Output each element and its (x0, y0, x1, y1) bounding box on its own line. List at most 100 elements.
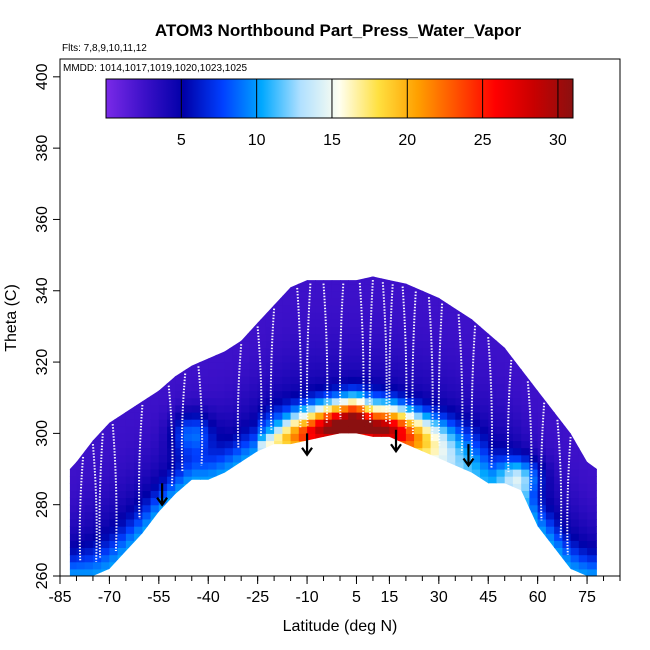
heatmap-cell (463, 362, 473, 370)
heatmap-cell (290, 340, 300, 349)
heatmap-cell (150, 490, 160, 499)
heatmap-cell (175, 412, 185, 420)
heatmap-cell (405, 540, 415, 548)
heatmap-cell (241, 376, 250, 384)
heatmap-cell (282, 362, 292, 370)
heatmap-cell (512, 369, 522, 377)
heatmap-cell (265, 447, 275, 456)
heatmap-cell (348, 290, 357, 299)
heatmap-cell (381, 433, 390, 442)
heatmap-cell (372, 433, 382, 442)
heatmap-cell (216, 440, 226, 449)
heatmap-cell (298, 469, 308, 477)
heatmap-cell (60, 355, 69, 363)
heatmap-cell (257, 440, 267, 449)
heatmap-cell (298, 497, 308, 506)
heatmap-cell (150, 319, 160, 327)
heatmap-cell (438, 568, 448, 576)
heatmap-cell (257, 426, 267, 434)
heatmap-cell (595, 511, 597, 520)
heatmap-cell (76, 347, 86, 356)
heatmap-cell (224, 454, 234, 463)
heatmap-cell (414, 404, 423, 413)
heatmap-cell (92, 297, 102, 306)
heatmap-cell (224, 297, 234, 306)
heatmap-cell (249, 362, 259, 370)
flight-tracks (78, 280, 572, 562)
heatmap-cell (323, 526, 333, 534)
heatmap-cell (232, 426, 242, 434)
heatmap-cell (430, 362, 440, 370)
heatmap-cell (307, 312, 316, 320)
heatmap-cell (331, 390, 341, 399)
heatmap-cell (76, 533, 86, 541)
heatmap-cell (125, 347, 135, 356)
heatmap-cell (612, 441, 621, 449)
heatmap-cell (158, 347, 168, 356)
heatmap-cell (521, 276, 530, 285)
heatmap-cell (183, 554, 193, 563)
heatmap-cell (496, 433, 506, 442)
heatmap-cell (562, 540, 572, 548)
heatmap-cell (274, 319, 283, 327)
heatmap-cell (570, 461, 580, 470)
heatmap-cell (150, 526, 160, 534)
heatmap-cell (150, 347, 160, 356)
heatmap-cell (578, 497, 588, 506)
heatmap-cell (537, 312, 547, 320)
heatmap-cell (455, 454, 465, 463)
heatmap-cell (315, 354, 325, 363)
heatmap-cell (504, 504, 514, 513)
heatmap-cell (224, 276, 234, 278)
heatmap-cell (117, 483, 127, 491)
heatmap-cell (191, 540, 201, 548)
heatmap-cell (389, 333, 399, 342)
heatmap-cell (537, 540, 547, 548)
heatmap-cell (216, 369, 226, 377)
heatmap-cell (595, 469, 597, 477)
heatmap-cell (562, 340, 572, 349)
heatmap-cell (612, 298, 621, 306)
heatmap-cell (496, 547, 506, 556)
heatmap-cell (84, 504, 94, 513)
heatmap-cell (232, 276, 242, 278)
heatmap-cell (604, 426, 613, 434)
heatmap-cell (158, 333, 168, 342)
heatmap-cell (438, 290, 448, 299)
flight-track (138, 404, 144, 520)
heatmap-cell (216, 397, 226, 406)
heatmap-cell (504, 547, 514, 556)
heatmap-cell (249, 504, 259, 513)
heatmap-cell (134, 419, 143, 427)
heatmap-cell (117, 440, 127, 449)
heatmap-cell (331, 504, 341, 513)
heatmap-cell (587, 469, 596, 477)
heatmap-cell (69, 554, 77, 563)
heatmap-cell (191, 419, 201, 427)
heatmap-cell (364, 554, 374, 563)
heatmap-cell (504, 354, 514, 363)
heatmap-cell (241, 568, 250, 576)
flight-track (296, 287, 302, 429)
heatmap-cell (109, 554, 119, 563)
heatmap-cell (521, 440, 530, 449)
heatmap-cell (109, 490, 119, 499)
heatmap-cell (183, 433, 193, 442)
heatmap-cell (232, 383, 242, 392)
heatmap-cell (372, 490, 382, 499)
heatmap-cell (224, 397, 234, 406)
heatmap-cell (257, 461, 267, 470)
heatmap-cell (109, 483, 119, 491)
heatmap-cell (158, 419, 168, 427)
heatmap-cell (537, 369, 547, 377)
heatmap-cell (315, 426, 325, 434)
heatmap-cell (249, 483, 259, 491)
heatmap-cell (488, 568, 497, 576)
heatmap-cell (109, 283, 119, 292)
heatmap-cell (356, 497, 366, 506)
heatmap-cell (109, 369, 119, 377)
heatmap-cell (463, 483, 473, 491)
heatmap-cell (307, 326, 316, 335)
heatmap-cell (381, 483, 390, 491)
